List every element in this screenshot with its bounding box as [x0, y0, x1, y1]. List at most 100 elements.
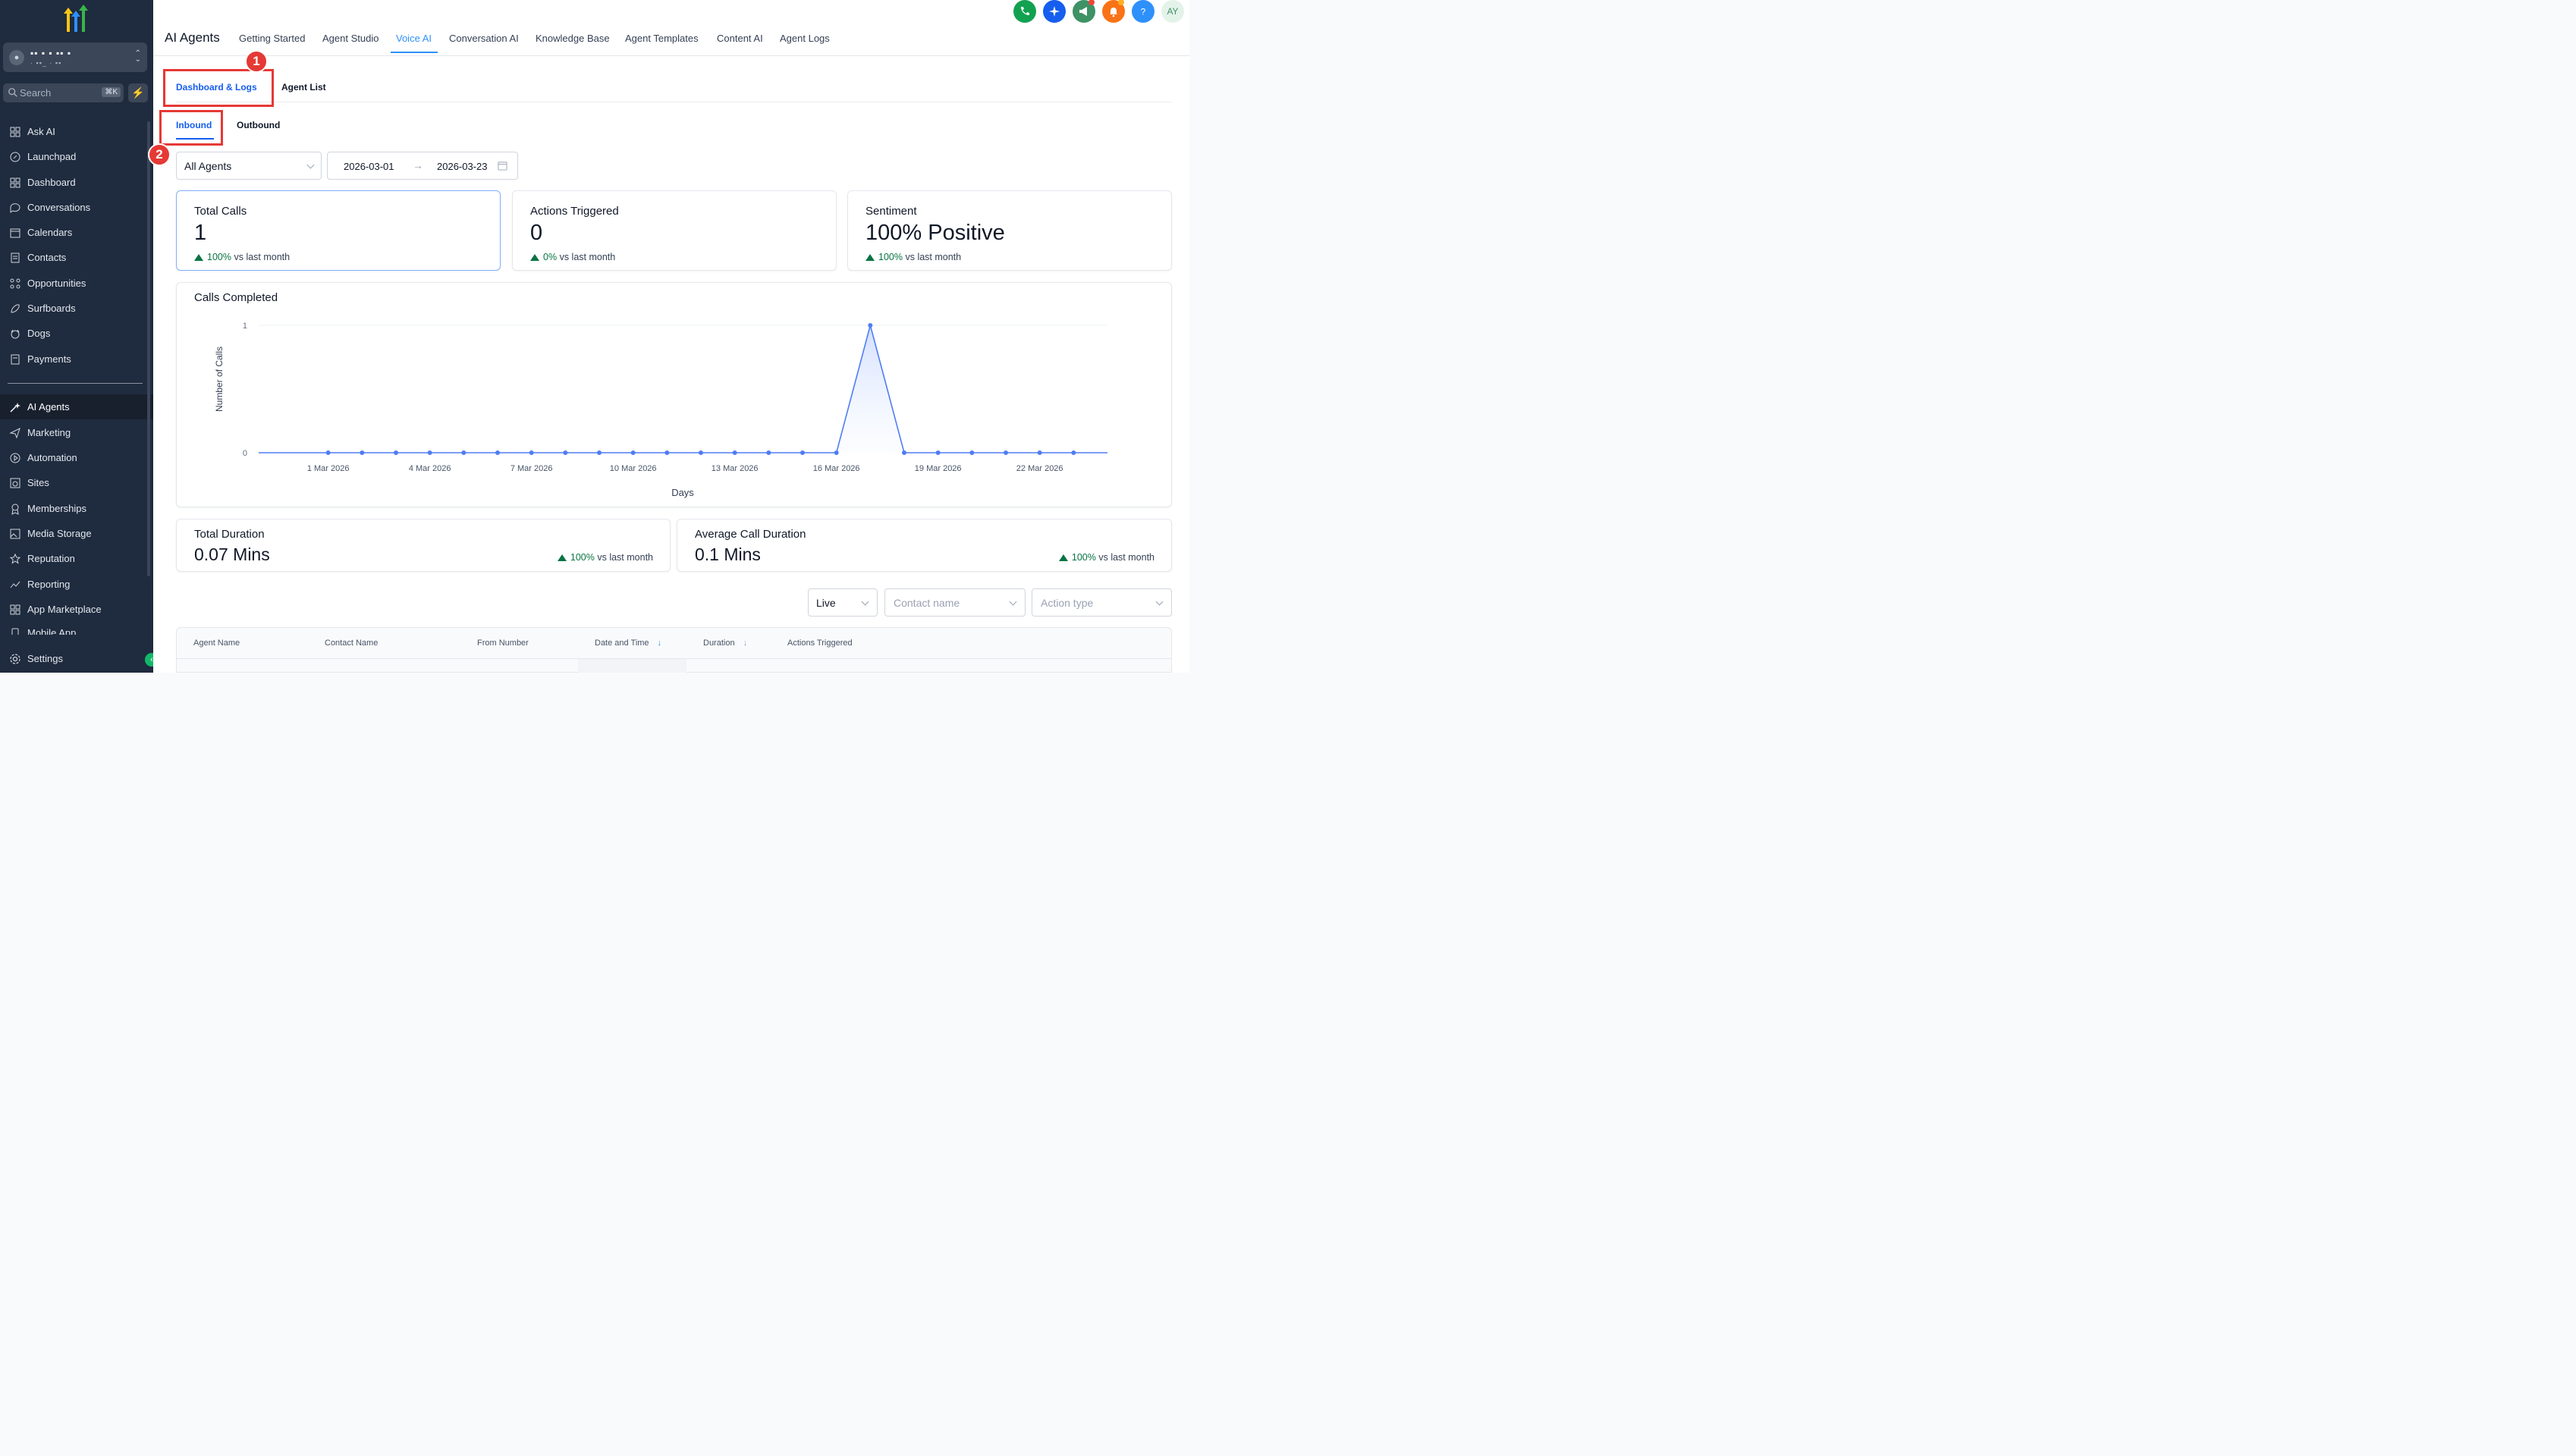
data-point[interactable] — [868, 323, 873, 328]
data-point[interactable] — [529, 450, 534, 455]
sidebar-item-media-storage[interactable]: Media Storage — [0, 521, 153, 546]
data-point[interactable] — [427, 450, 432, 455]
data-point[interactable] — [766, 450, 771, 455]
duration-trend: 100% vs last month — [1058, 552, 1154, 563]
trend-label: vs last month — [597, 552, 653, 563]
data-point[interactable] — [394, 450, 398, 455]
data-point[interactable] — [664, 450, 670, 455]
stat-card-sentiment[interactable]: Sentiment 100% Positive 100% vs last mon… — [847, 190, 1172, 271]
active-tab-indicator — [391, 52, 438, 53]
sidebar-item-automation[interactable]: Automation — [0, 445, 153, 470]
data-point[interactable] — [360, 450, 365, 455]
quick-action-bolt-icon[interactable]: ⚡ — [128, 83, 148, 102]
sidebar-item-calendars[interactable]: Calendars — [0, 220, 153, 245]
data-point[interactable] — [935, 450, 941, 455]
date-start: 2026-03-01 — [344, 161, 394, 172]
sidebar-item-marketing[interactable]: Marketing — [0, 420, 153, 445]
data-point[interactable] — [325, 450, 331, 455]
tab-agent-logs[interactable]: Agent Logs — [780, 33, 830, 44]
data-point[interactable] — [1004, 450, 1008, 455]
sidebar-item-dogs[interactable]: Dogs — [0, 321, 153, 346]
data-point[interactable] — [902, 450, 906, 455]
data-point[interactable] — [495, 450, 500, 455]
sidebar-item-sites[interactable]: Sites — [0, 470, 153, 495]
column-duration[interactable]: Duration ↓ — [703, 639, 747, 648]
phone-icon[interactable] — [1013, 0, 1036, 23]
sidebar-item-reporting[interactable]: Reporting — [0, 572, 153, 597]
tab-content-ai[interactable]: Content AI — [717, 33, 763, 44]
tab-knowledge-base[interactable]: Knowledge Base — [536, 33, 610, 44]
sidebar-item-app-marketplace[interactable]: App Marketplace — [0, 597, 153, 622]
mode-select[interactable]: Live — [808, 588, 878, 617]
arrow-right-icon: → — [413, 159, 423, 171]
surfboard-icon — [8, 302, 22, 315]
data-point[interactable] — [834, 450, 839, 455]
sidebar-item-mobile-app[interactable]: Mobile App — [0, 621, 153, 635]
tab-getting-started[interactable]: Getting Started — [239, 33, 306, 44]
play-circle-icon — [8, 451, 22, 465]
sidebar-item-conversations[interactable]: Conversations — [0, 195, 153, 220]
data-point[interactable] — [699, 450, 703, 455]
sidebar-item-label: Reporting — [27, 579, 71, 590]
user-avatar[interactable]: AY — [1161, 0, 1184, 23]
tab-agent-list[interactable]: Agent List — [281, 82, 326, 93]
column-date-time[interactable]: Date and Time ↓ — [595, 639, 661, 648]
sidebar-item-ask-ai[interactable]: Ask AI — [0, 119, 153, 144]
data-point[interactable] — [597, 450, 602, 455]
tab-outbound[interactable]: Outbound — [237, 120, 281, 130]
stat-card-actions-triggered[interactable]: Actions Triggered 0 0% vs last month — [512, 190, 837, 271]
data-point[interactable] — [1037, 450, 1042, 455]
highlight-box-1 — [163, 69, 274, 107]
tab-inbound[interactable]: Inbound — [176, 120, 212, 130]
megaphone-icon[interactable] — [1073, 0, 1095, 23]
data-point[interactable] — [630, 450, 636, 455]
action-type-select[interactable]: Action type — [1032, 588, 1172, 617]
data-point[interactable] — [1071, 450, 1076, 455]
sparkle-icon[interactable] — [1043, 0, 1066, 23]
tab-agent-templates[interactable]: Agent Templates — [625, 33, 699, 44]
tab-conversation-ai[interactable]: Conversation AI — [449, 33, 519, 44]
stat-card-total-calls[interactable]: Total Calls 1 100% vs last month — [176, 190, 501, 271]
chevron-down-icon — [306, 161, 315, 169]
sidebar-item-launchpad[interactable]: Launchpad — [0, 144, 153, 169]
sort-down-icon[interactable]: ↓ — [657, 639, 662, 648]
tab-dashboard-logs[interactable]: Dashboard & Logs — [176, 82, 257, 93]
grid-icon — [8, 176, 22, 190]
sidebar-item-label: Memberships — [27, 503, 87, 514]
sidebar-search[interactable]: Search ⌘K — [3, 83, 124, 102]
sidebar-item-ai-agents[interactable]: AI Agents — [0, 394, 153, 419]
sidebar-item-dashboard[interactable]: Dashboard — [0, 170, 153, 195]
trend-label: vs last month — [1098, 552, 1154, 563]
sidebar-item-contacts[interactable]: Contacts — [0, 245, 153, 270]
agent-select[interactable]: All Agents — [176, 152, 322, 180]
data-point[interactable] — [732, 450, 737, 455]
column-from-number: From Number — [477, 639, 529, 648]
sidebar-item-memberships[interactable]: Memberships — [0, 496, 153, 521]
y-tick-label: 0 — [243, 449, 247, 458]
sidebar-item-settings[interactable]: Settings — [0, 646, 153, 671]
help-icon[interactable]: ? — [1132, 0, 1154, 23]
notification-dot — [1089, 0, 1095, 5]
sidebar-item-opportunities[interactable]: Opportunities — [0, 271, 153, 296]
location-switcher[interactable]: ● ▪▪ ▪ ▪ ▪▪ ▪ · ▪▪_ · ▪▪ ⌃ ⌄ — [3, 42, 147, 72]
sidebar-item-reputation[interactable]: Reputation — [0, 546, 153, 571]
chevron-down-icon — [1155, 598, 1164, 606]
sort-down-icon[interactable]: ↓ — [743, 639, 748, 648]
date-range-picker[interactable]: 2026-03-01 → 2026-03-23 — [327, 152, 518, 180]
data-point[interactable] — [969, 450, 975, 455]
series-line — [259, 322, 1107, 453]
data-point[interactable] — [800, 450, 805, 455]
tab-agent-studio[interactable]: Agent Studio — [322, 33, 379, 44]
sidebar-item-payments[interactable]: Payments — [0, 347, 153, 372]
contact-name-select[interactable]: Contact name — [884, 588, 1026, 617]
award-icon — [8, 502, 22, 516]
header-actions: ? AY — [1013, 0, 1184, 23]
phone-icon — [8, 627, 22, 635]
tab-voice-ai[interactable]: Voice AI — [396, 33, 432, 44]
sidebar-scrollbar[interactable] — [147, 121, 150, 576]
bell-icon[interactable] — [1102, 0, 1125, 23]
sidebar-item-surfboards[interactable]: Surfboards — [0, 296, 153, 321]
search-icon — [8, 88, 17, 97]
data-point[interactable] — [461, 450, 467, 455]
data-point[interactable] — [563, 450, 568, 455]
